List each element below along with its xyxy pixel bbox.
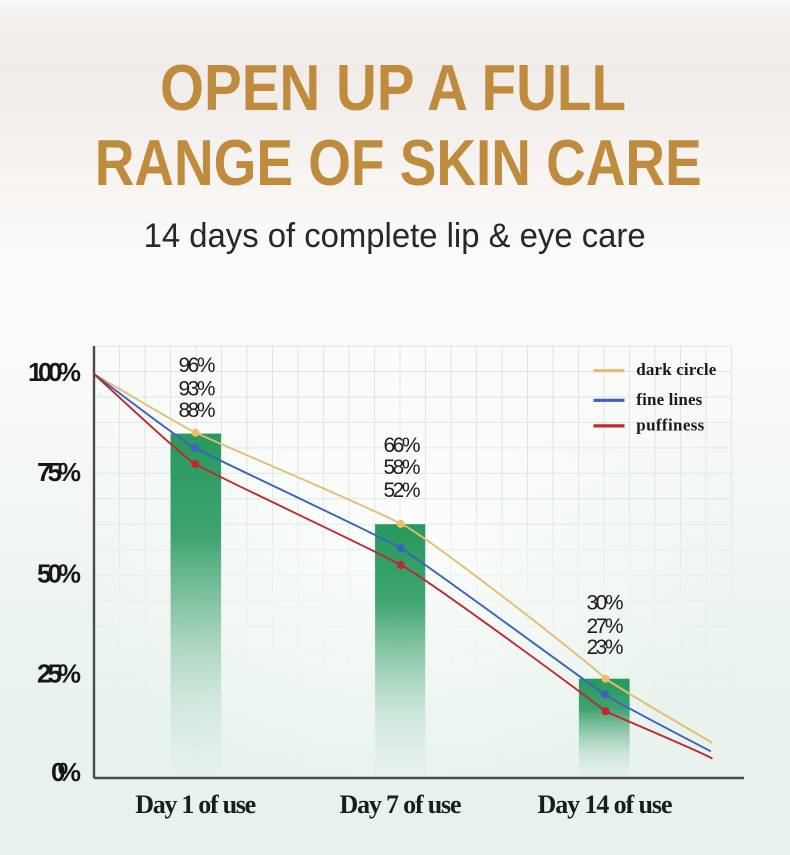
svg-text:27%: 27% <box>587 615 624 638</box>
svg-text:23%: 23% <box>587 636 624 659</box>
svg-text:14 days of complete lip & eye: 14 days of complete lip & eye care <box>144 217 646 255</box>
svg-text:Day 1 of use: Day 1 of use <box>135 790 256 819</box>
svg-text:66%: 66% <box>384 434 421 457</box>
svg-text:Day 7 of use: Day 7 of use <box>340 790 462 819</box>
svg-text:96%: 96% <box>179 354 216 377</box>
svg-text:88%: 88% <box>179 399 216 422</box>
svg-text:RANGE OF SKIN CARE: RANGE OF SKIN CARE <box>95 126 702 199</box>
svg-text:25%: 25% <box>37 659 81 689</box>
svg-text:Day 14 of use: Day 14 of use <box>538 790 673 819</box>
svg-text:puffiness: puffiness <box>636 416 704 435</box>
svg-text:93%: 93% <box>179 377 216 400</box>
svg-text:50%: 50% <box>37 559 81 589</box>
svg-text:52%: 52% <box>384 479 421 502</box>
svg-text:75%: 75% <box>37 457 81 487</box>
svg-text:58%: 58% <box>384 456 421 479</box>
svg-text:100%: 100% <box>28 357 81 387</box>
svg-text:0%: 0% <box>51 757 81 787</box>
svg-text:fine lines: fine lines <box>636 390 702 409</box>
svg-text:OPEN UP A FULL: OPEN UP A FULL <box>160 51 626 124</box>
svg-text:30%: 30% <box>587 592 624 615</box>
svg-text:dark circle: dark circle <box>636 360 716 379</box>
